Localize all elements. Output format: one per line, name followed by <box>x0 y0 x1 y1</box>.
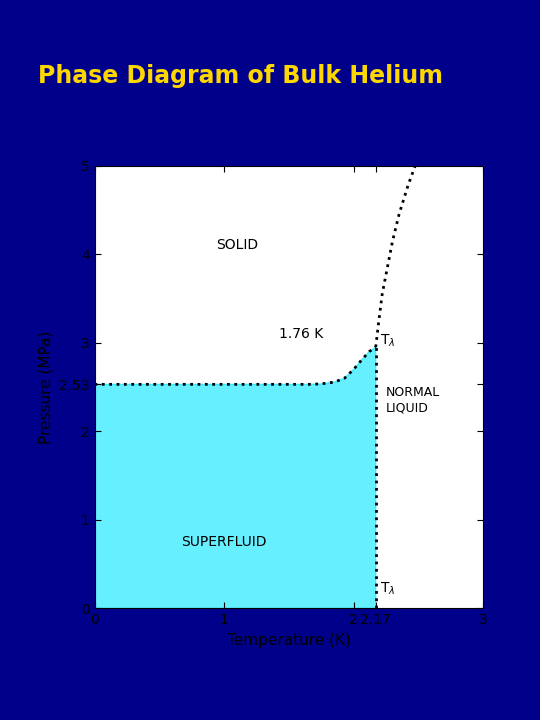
X-axis label: Temperature (K): Temperature (K) <box>227 633 351 648</box>
Text: Phase Diagram of Bulk Helium: Phase Diagram of Bulk Helium <box>38 63 443 88</box>
Text: 1.76 K: 1.76 K <box>279 327 323 341</box>
Polygon shape <box>94 347 376 608</box>
Text: NORMAL
LIQUID: NORMAL LIQUID <box>386 387 440 414</box>
Text: SUPERFLUID: SUPERFLUID <box>181 535 267 549</box>
Text: T$_\lambda$: T$_\lambda$ <box>380 333 395 349</box>
Y-axis label: Pressure (MPa): Pressure (MPa) <box>38 330 53 444</box>
Text: SOLID: SOLID <box>216 238 258 252</box>
Text: T$_\lambda$: T$_\lambda$ <box>380 581 395 597</box>
